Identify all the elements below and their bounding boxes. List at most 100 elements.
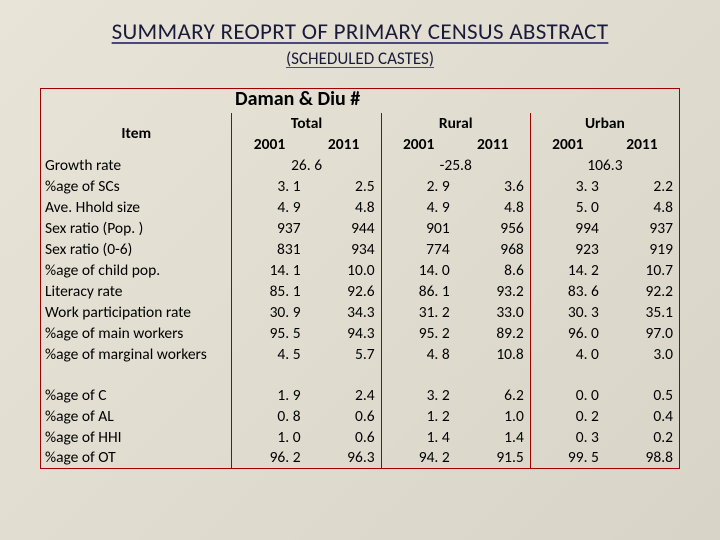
cell-value: 26. 6 [232,155,381,176]
cell-value: 14. 1 [232,260,307,281]
cell-value: 3. 1 [232,176,307,197]
cell-value: 919 [605,239,680,260]
cell-value: 86. 1 [381,281,456,302]
cell-value: 2.4 [307,385,382,406]
row-label: %age of AL [41,406,232,427]
cell-value: 0.6 [307,406,382,427]
cell-value: 95. 5 [232,323,307,344]
row-label: %age of main workers [41,323,232,344]
cell-value: 96.3 [307,448,382,469]
census-table: ItemTotalRuralUrban200120112001201120012… [40,88,680,469]
cell-value: 91.5 [456,448,531,469]
row-label: Growth rate [41,155,232,176]
cell-value: 937 [232,218,307,239]
row-label: %age of marginal workers [41,344,232,365]
cell-value: 6.2 [456,385,531,406]
header-group: Urban [530,113,679,134]
cell-value: 994 [530,218,605,239]
header-year: 2011 [456,134,531,155]
cell-value: 1. 0 [232,427,307,448]
cell-value: 30. 3 [530,302,605,323]
cell-value: 0. 2 [530,406,605,427]
cell-value: 14. 2 [530,260,605,281]
cell-value: 0. 3 [530,427,605,448]
cell-value: 83. 6 [530,281,605,302]
cell-value: 3. 3 [530,176,605,197]
cell-value: 14. 0 [381,260,456,281]
cell-value: 4. 8 [381,344,456,365]
cell-value: 0.6 [307,427,382,448]
cell-value: 2. 9 [381,176,456,197]
cell-value: 0. 8 [232,406,307,427]
row-label: %age of HHI [41,427,232,448]
cell-value: 774 [381,239,456,260]
cell-value: 97.0 [605,323,680,344]
cell-value: 3. 2 [381,385,456,406]
cell-value: 93.2 [456,281,531,302]
cell-value: 4.8 [605,197,680,218]
cell-value: 3.0 [605,344,680,365]
cell-value: 2.5 [307,176,382,197]
row-label: %age of SCs [41,176,232,197]
cell-value: 831 [232,239,307,260]
cell-value: 35.1 [605,302,680,323]
cell-value: 96. 2 [232,448,307,469]
header-year: 2011 [307,134,382,155]
cell-value: 0. 0 [530,385,605,406]
cell-value: 0.5 [605,385,680,406]
cell-value: 4. 9 [232,197,307,218]
cell-value: 106.3 [530,155,679,176]
header-group: Rural [381,113,530,134]
row-label: Work participation rate [41,302,232,323]
page-subtitle: (SCHEDULED CASTES) [40,48,680,69]
cell-value: 1.4 [456,427,531,448]
cell-value: 89.2 [456,323,531,344]
cell-value: 2.2 [605,176,680,197]
row-label: Literacy rate [41,281,232,302]
header-year: 2001 [232,134,307,155]
header-year: 2001 [381,134,456,155]
cell-value: 31. 2 [381,302,456,323]
cell-value: 937 [605,218,680,239]
header-year: 2001 [530,134,605,155]
row-label: Sex ratio (0-6) [41,239,232,260]
cell-value: 1. 2 [381,406,456,427]
cell-value: 96. 0 [530,323,605,344]
cell-value: 901 [381,218,456,239]
cell-value: 4. 0 [530,344,605,365]
row-label: Ave. Hhold size [41,197,232,218]
cell-value: 33.0 [456,302,531,323]
cell-value: 5. 0 [530,197,605,218]
row-label: %age of C [41,385,232,406]
cell-value: 92.6 [307,281,382,302]
cell-value: 934 [307,239,382,260]
cell-value: 8.6 [456,260,531,281]
cell-value: 34.3 [307,302,382,323]
cell-value: 3.6 [456,176,531,197]
cell-value: 944 [307,218,382,239]
cell-value: -25.8 [381,155,530,176]
cell-value: 10.0 [307,260,382,281]
cell-value: 1.0 [456,406,531,427]
cell-value: 94. 2 [381,448,456,469]
cell-value: 10.7 [605,260,680,281]
cell-value: 4. 5 [232,344,307,365]
row-label: Sex ratio (Pop. ) [41,218,232,239]
row-label: %age of OT [41,448,232,469]
cell-value: 10.8 [456,344,531,365]
header-group: Total [232,113,381,134]
cell-value: 1. 9 [232,385,307,406]
cell-value: 0.4 [605,406,680,427]
cell-value: 4.8 [307,197,382,218]
cell-value: 4.8 [456,197,531,218]
cell-value: 30. 9 [232,302,307,323]
cell-value: 85. 1 [232,281,307,302]
cell-value: 99. 5 [530,448,605,469]
cell-value: 0.2 [605,427,680,448]
cell-value: 923 [530,239,605,260]
cell-value: 5.7 [307,344,382,365]
cell-value: 956 [456,218,531,239]
cell-value: 1. 4 [381,427,456,448]
row-label: %age of child pop. [41,260,232,281]
cell-value: 92.2 [605,281,680,302]
